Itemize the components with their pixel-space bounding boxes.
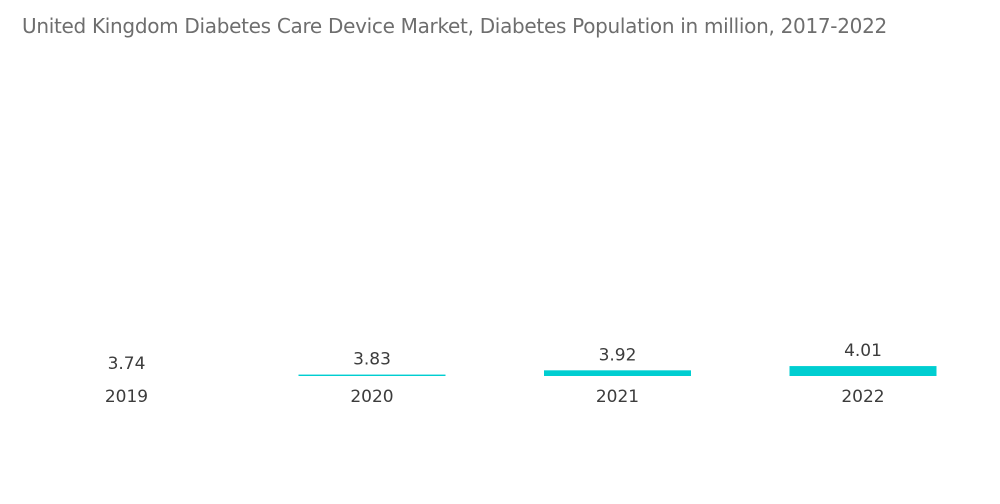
value-labels-group: 3.74 3.83 3.92 4.01 <box>108 341 882 374</box>
value-label-2020: 3.83 <box>353 350 391 370</box>
x-tick-label-2019: 2019 <box>105 387 148 407</box>
value-label-2019: 3.74 <box>108 354 146 374</box>
bar-2022 <box>789 366 937 376</box>
tick-labels-group: 2019 2020 2021 2022 <box>105 387 885 407</box>
bars-group <box>298 366 937 376</box>
bar-2020 <box>298 374 446 376</box>
x-tick-label-2022: 2022 <box>841 387 884 407</box>
value-label-2021: 3.92 <box>599 345 637 365</box>
value-label-2022: 4.01 <box>844 341 882 361</box>
x-tick-label-2021: 2021 <box>596 387 639 407</box>
chart-title: United Kingdom Diabetes Care Device Mark… <box>22 14 887 38</box>
bar-2021 <box>544 370 691 376</box>
x-tick-label-2020: 2020 <box>350 387 393 407</box>
